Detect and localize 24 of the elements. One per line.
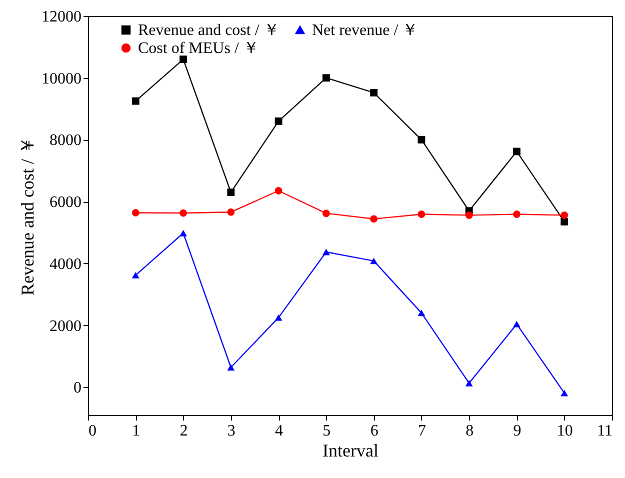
y-tick-label: 6000 (50, 194, 82, 212)
y-tick-label: 2000 (50, 318, 82, 335)
x-tick-label: 8 (466, 422, 474, 440)
y-tick-label: 12000 (42, 8, 82, 26)
x-tick-label: 7 (418, 422, 426, 440)
y-tick-label: 0 (74, 380, 82, 397)
legend-label: Net revenue / ￥ (312, 22, 418, 39)
y-tick-label: 8000 (50, 132, 82, 150)
x-tick-label: 5 (322, 422, 331, 440)
legend-label: Cost of MEUs / ￥ (138, 40, 259, 57)
x-tick-label: 4 (275, 422, 284, 440)
x-tick-label: 2 (180, 422, 188, 440)
x-tick-label: 11 (597, 422, 612, 440)
x-tick-label: 1 (132, 422, 140, 440)
y-tick-label: 10000 (42, 70, 82, 88)
legend-label: Revenue and cost / ￥ (138, 22, 280, 39)
x-tick-label: 10 (556, 422, 573, 440)
x-axis-title: Interval (322, 440, 378, 460)
y-tick-label: 4000 (50, 256, 82, 273)
x-tick-label: 0 (88, 422, 96, 440)
y-axis-title: Revenue and cost / ￥ (18, 136, 38, 296)
x-tick-label: 6 (370, 422, 378, 440)
x-tick-label: 3 (227, 422, 236, 440)
x-tick-label: 9 (513, 422, 522, 440)
